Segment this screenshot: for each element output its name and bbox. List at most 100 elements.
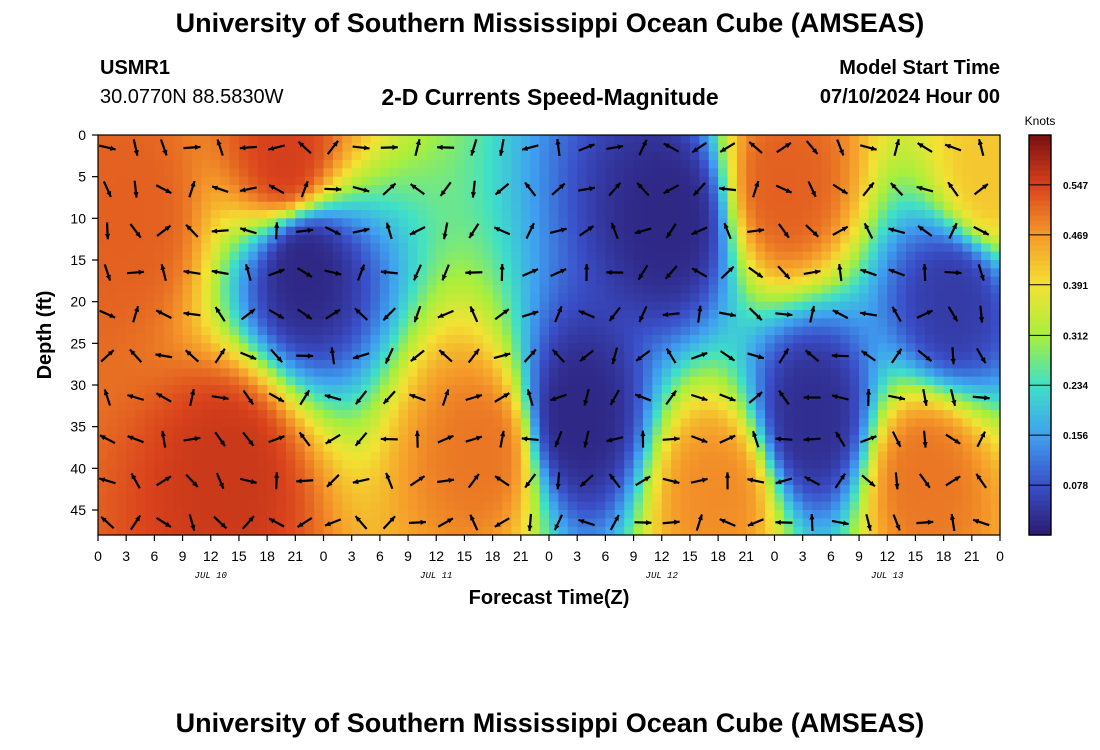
current-vector-arrow [521,268,539,277]
current-vector-arrow [890,348,903,364]
current-vector-arrow [214,348,226,364]
current-vector-arrow [244,264,252,281]
current-vector-arrow [549,227,567,235]
current-vector-arrow [410,349,425,363]
current-vector-arrow [859,144,877,151]
current-vector-arrow [665,223,677,239]
current-vector-arrow [949,513,956,532]
current-vector-arrow [831,394,849,401]
current-vector-arrow [239,145,257,151]
x-tick-label: 9 [855,548,863,564]
colorbar-tick-label: 0.547 [1063,181,1088,192]
current-vector-arrow [188,514,196,531]
current-vector-arrow [888,268,905,277]
current-vector-arrow [634,393,652,402]
current-vector-arrow [100,515,115,530]
current-vector-arrow [185,473,199,488]
current-vector-arrow [98,477,116,485]
current-vector-arrow [804,349,820,363]
y-tick-label: 35 [70,419,86,435]
current-vector-arrow [268,435,285,444]
day-label: JUL 10 [195,571,228,581]
current-vector-arrow [380,269,398,275]
current-vector-arrow [100,349,115,363]
x-tick-label: 21 [964,548,980,564]
current-vector-arrow [888,227,906,235]
current-vector-arrow [608,473,621,489]
current-vector-arrow [409,183,425,196]
current-vector-arrow [521,310,539,318]
current-vector-arrow [691,226,708,236]
current-vector-arrow [950,347,956,365]
current-vector-arrow [832,183,849,195]
current-vector-arrow [352,145,370,151]
x-tick-label: 15 [908,548,924,564]
current-vector-arrow [638,139,648,156]
current-vector-arrow [525,222,535,239]
current-vector-arrow [499,263,505,282]
y-tick-label: 20 [70,294,86,310]
current-vector-arrow [380,144,398,151]
current-vector-arrow [831,353,849,359]
y-tick-label: 40 [70,460,86,476]
current-vector-arrow [129,514,142,531]
x-tick-label: 9 [630,548,638,564]
current-vector-arrow [524,473,537,489]
current-vector-arrow [523,348,537,363]
current-vector-arrow [437,144,455,151]
current-vector-arrow [214,306,226,322]
current-vector-arrow [352,477,370,485]
x-tick-label: 12 [879,548,895,564]
current-vector-arrow [803,394,821,401]
current-vector-arrow [239,186,257,193]
current-vector-arrow [296,267,313,278]
current-vector-arrow [917,349,933,363]
current-vector-arrow [409,226,426,236]
current-vector-arrow [697,305,703,323]
current-vector-arrow [215,472,225,490]
current-vector-arrow [297,308,313,320]
current-vector-arrow [155,184,172,195]
x-tick-label: 9 [404,548,412,564]
current-vector-arrow [382,390,396,405]
current-vector-arrow [832,309,849,320]
current-vector-arrow [414,138,421,157]
current-vector-arrow [99,434,116,445]
current-vector-arrow [352,352,370,360]
current-vector-arrow [160,430,167,448]
current-vector-arrow [185,223,199,238]
current-vector-arrow [945,433,961,445]
current-vector-arrow [211,269,229,276]
footer-title: University of Southern Mississippi Ocean… [175,708,925,738]
current-vector-arrow [156,224,172,237]
current-vector-arrow [296,227,314,234]
x-tick-label: 6 [827,548,835,564]
current-vector-arrow [609,514,620,531]
current-vector-arrow [554,430,563,448]
current-vector-arrow [465,269,483,276]
x-tick-label: 18 [259,548,275,564]
current-vector-arrow [299,389,311,406]
current-vector-arrow [214,431,226,447]
day-label: JUL 13 [871,571,904,581]
current-vector-arrow [893,138,900,157]
current-vector-arrow [922,263,928,282]
current-vector-arrow [470,180,477,198]
current-vector-arrow [860,349,877,362]
current-vector-arrow [578,186,596,192]
current-vector-arrow [494,475,510,487]
day-label: JUL 11 [420,571,452,581]
current-vector-arrow [385,222,393,240]
current-vector-arrow [213,515,228,530]
current-vector-arrow [155,392,172,403]
x-tick-label: 12 [203,548,219,564]
x-tick-label: 6 [376,548,384,564]
current-vector-arrow [325,308,341,320]
current-vector-arrow [635,349,651,362]
current-vector-arrow [949,388,957,407]
x-tick-label: 18 [936,548,952,564]
current-vector-arrow [437,309,454,319]
current-vector-arrow [690,393,708,402]
current-vector-arrow [268,392,285,403]
current-vector-arrow [521,144,539,151]
